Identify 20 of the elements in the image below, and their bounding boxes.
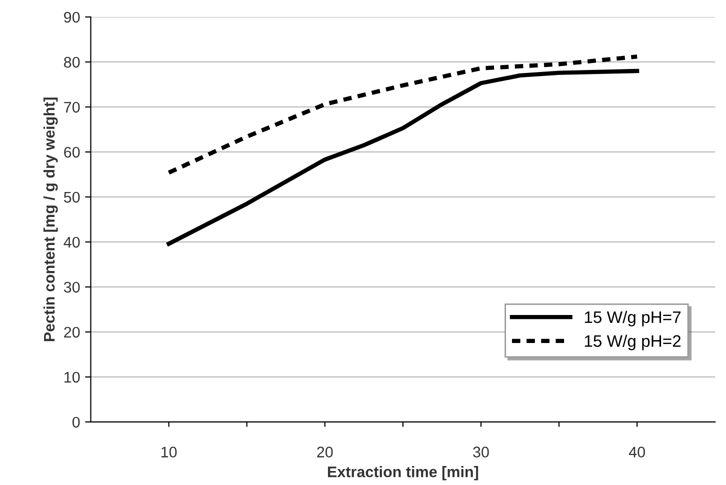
line-series [166,68,640,246]
y-tick-label: 40 [64,236,80,248]
x-tick-label: 40 [628,446,645,458]
y-tick-label: 50 [64,192,80,203]
y-tick-label: 0 [72,416,80,428]
y-tick-label: 10 [64,372,80,383]
x-tick-label: 20 [317,446,333,458]
y-tick-label: 90 [64,12,80,23]
x-axis-title: Extraction time [min] [328,466,478,480]
y-axis-title: Pectin content [mg / g dry weight] [43,98,58,342]
x-tick-label: 30 [473,446,489,458]
y-tick-label: 20 [64,326,80,338]
y-tick-label: 60 [64,146,80,158]
y-tick-label: 70 [64,102,80,113]
x-tick-label: 10 [161,446,177,458]
legend-label: 15 W/g pH=2 [584,334,681,350]
legend-label: 15 W/g pH=7 [584,310,681,326]
line-series [166,54,640,175]
y-tick-label: 30 [64,282,80,293]
y-tick-label: 80 [64,56,80,68]
